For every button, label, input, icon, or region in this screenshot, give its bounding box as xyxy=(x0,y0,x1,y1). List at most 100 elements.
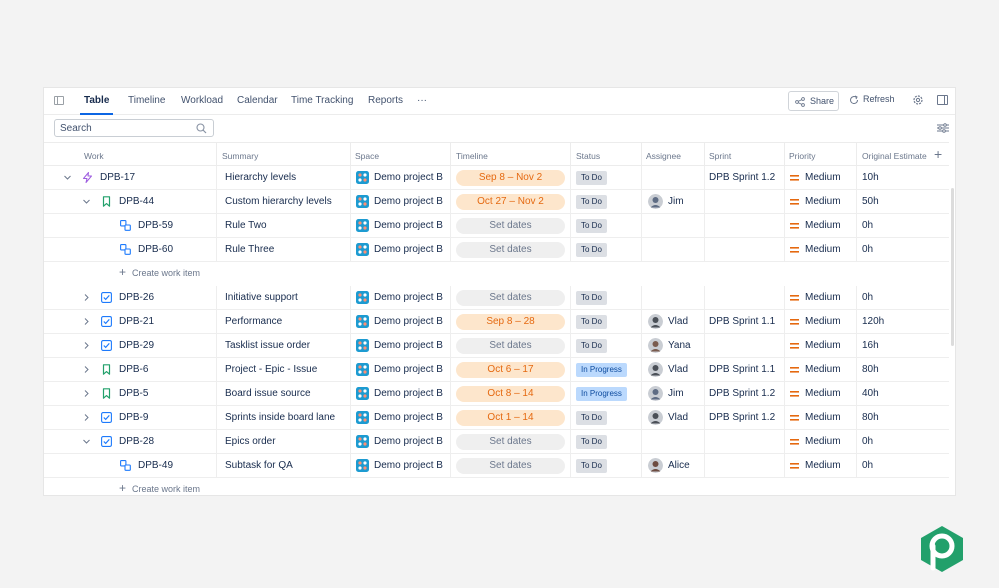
chevron-down-icon[interactable] xyxy=(64,174,71,181)
work-item-summary[interactable]: Subtask for QA xyxy=(225,460,293,471)
sprint-name[interactable]: DPB Sprint 1.1 xyxy=(709,364,776,375)
set-dates-button[interactable]: Set dates xyxy=(456,242,565,258)
tab-time-tracking[interactable]: Time Tracking xyxy=(291,95,354,106)
column-header-sprint[interactable]: Sprint xyxy=(709,151,732,161)
column-header-timeline[interactable]: Timeline xyxy=(456,151,488,161)
column-header-original-estimate[interactable]: Original Estimate xyxy=(862,151,927,161)
priority-label[interactable]: Medium xyxy=(805,460,841,471)
chevron-right-icon[interactable] xyxy=(83,294,90,301)
tab-workload[interactable]: Workload xyxy=(181,95,224,106)
priority-label[interactable]: Medium xyxy=(805,388,841,399)
priority-label[interactable]: Medium xyxy=(805,244,841,255)
sprint-name[interactable]: DPB Sprint 1.2 xyxy=(709,172,776,183)
status-badge[interactable]: To Do xyxy=(576,171,607,185)
chevron-right-icon[interactable] xyxy=(83,414,90,421)
sprint-name[interactable]: DPB Sprint 1.1 xyxy=(709,316,776,327)
column-header-status[interactable]: Status xyxy=(576,151,601,161)
original-estimate[interactable]: 80h xyxy=(862,364,879,375)
assignee-name[interactable]: Jim xyxy=(668,196,684,207)
work-item-key[interactable]: DPB-21 xyxy=(119,316,155,327)
original-estimate[interactable]: 50h xyxy=(862,196,879,207)
status-badge[interactable]: To Do xyxy=(576,243,607,257)
assignee-name[interactable]: Vlad xyxy=(668,412,689,423)
status-badge[interactable]: To Do xyxy=(576,459,607,473)
priority-label[interactable]: Medium xyxy=(805,172,841,183)
chevron-down-icon[interactable] xyxy=(83,438,90,445)
status-badge[interactable]: To Do xyxy=(576,291,607,305)
work-item-summary[interactable]: Epics order xyxy=(225,436,276,447)
status-badge[interactable]: To Do xyxy=(576,435,607,449)
set-dates-button[interactable]: Set dates xyxy=(456,338,565,354)
avatar[interactable] xyxy=(648,362,663,377)
timeline-dates[interactable]: Sep 8 – Nov 2 xyxy=(456,170,565,186)
work-item-key[interactable]: DPB-9 xyxy=(119,412,149,423)
assignee-name[interactable]: Yana xyxy=(668,340,691,351)
assignee-name[interactable]: Alice xyxy=(668,460,690,471)
timeline-dates[interactable]: Oct 27 – Nov 2 xyxy=(456,194,565,210)
avatar[interactable] xyxy=(648,338,663,353)
assignee-name[interactable]: Vlad xyxy=(668,364,689,375)
status-badge[interactable]: In Progress xyxy=(576,387,627,401)
column-header-space[interactable]: Space xyxy=(355,151,380,161)
avatar[interactable] xyxy=(648,314,663,329)
sidebar-toggle-icon[interactable] xyxy=(54,96,64,105)
work-item-summary[interactable]: Sprints inside board lane xyxy=(225,412,336,423)
timeline-dates[interactable]: Oct 1 – 14 xyxy=(456,410,565,426)
chevron-right-icon[interactable] xyxy=(83,318,90,325)
priority-label[interactable]: Medium xyxy=(805,292,841,303)
avatar[interactable] xyxy=(648,458,663,473)
create-work-item-button[interactable]: + Create work item xyxy=(119,266,200,278)
work-item-summary[interactable]: Initiative support xyxy=(225,292,298,303)
column-header-assignee[interactable]: Assignee xyxy=(646,151,681,161)
work-item-key[interactable]: DPB-59 xyxy=(138,220,174,231)
assignee-name[interactable]: Jim xyxy=(668,388,684,399)
original-estimate[interactable]: 40h xyxy=(862,388,879,399)
work-item-summary[interactable]: Rule Three xyxy=(225,244,275,255)
work-item-summary[interactable]: Project - Epic - Issue xyxy=(225,364,318,375)
status-badge[interactable]: To Do xyxy=(576,411,607,425)
side-panel-icon[interactable] xyxy=(937,95,948,105)
work-item-key[interactable]: DPB-5 xyxy=(119,388,149,399)
set-dates-button[interactable]: Set dates xyxy=(456,458,565,474)
status-badge[interactable]: To Do xyxy=(576,195,607,209)
set-dates-button[interactable]: Set dates xyxy=(456,434,565,450)
chevron-down-icon[interactable] xyxy=(83,198,90,205)
status-badge[interactable]: To Do xyxy=(576,339,607,353)
status-badge[interactable]: To Do xyxy=(576,315,607,329)
column-header-summary[interactable]: Summary xyxy=(222,151,259,161)
original-estimate[interactable]: 0h xyxy=(862,436,874,447)
original-estimate[interactable]: 0h xyxy=(862,244,874,255)
work-item-summary[interactable]: Rule Two xyxy=(225,220,267,231)
timeline-dates[interactable]: Oct 8 – 14 xyxy=(456,386,565,402)
gear-icon[interactable] xyxy=(912,94,924,106)
create-work-item-button[interactable]: + Create work item xyxy=(119,482,200,494)
priority-label[interactable]: Medium xyxy=(805,316,841,327)
add-column-icon[interactable]: + xyxy=(934,146,943,162)
chevron-right-icon[interactable] xyxy=(83,366,90,373)
column-header-priority[interactable]: Priority xyxy=(789,151,816,161)
timeline-dates[interactable]: Sep 8 – 28 xyxy=(456,314,565,330)
work-item-key[interactable]: DPB-60 xyxy=(138,244,174,255)
priority-label[interactable]: Medium xyxy=(805,412,841,423)
original-estimate[interactable]: 0h xyxy=(862,220,874,231)
chevron-right-icon[interactable] xyxy=(83,342,90,349)
status-badge[interactable]: To Do xyxy=(576,219,607,233)
original-estimate[interactable]: 0h xyxy=(862,460,874,471)
sprint-name[interactable]: DPB Sprint 1.2 xyxy=(709,412,776,423)
avatar[interactable] xyxy=(648,194,663,209)
sprint-name[interactable]: DPB Sprint 1.2 xyxy=(709,388,776,399)
tab-timeline[interactable]: Timeline xyxy=(128,95,166,106)
work-item-summary[interactable]: Board issue source xyxy=(225,388,311,399)
work-item-summary[interactable]: Performance xyxy=(225,316,283,327)
timeline-dates[interactable]: Oct 6 – 17 xyxy=(456,362,565,378)
priority-label[interactable]: Medium xyxy=(805,436,841,447)
tab-table[interactable]: Table xyxy=(84,95,110,106)
work-item-key[interactable]: DPB-44 xyxy=(119,196,155,207)
set-dates-button[interactable]: Set dates xyxy=(456,290,565,306)
work-item-key[interactable]: DPB-29 xyxy=(119,340,155,351)
column-header-work[interactable]: Work xyxy=(84,151,104,161)
filter-settings-icon[interactable] xyxy=(937,123,949,133)
priority-label[interactable]: Medium xyxy=(805,364,841,375)
chevron-right-icon[interactable] xyxy=(83,390,90,397)
work-item-key[interactable]: DPB-49 xyxy=(138,460,174,471)
